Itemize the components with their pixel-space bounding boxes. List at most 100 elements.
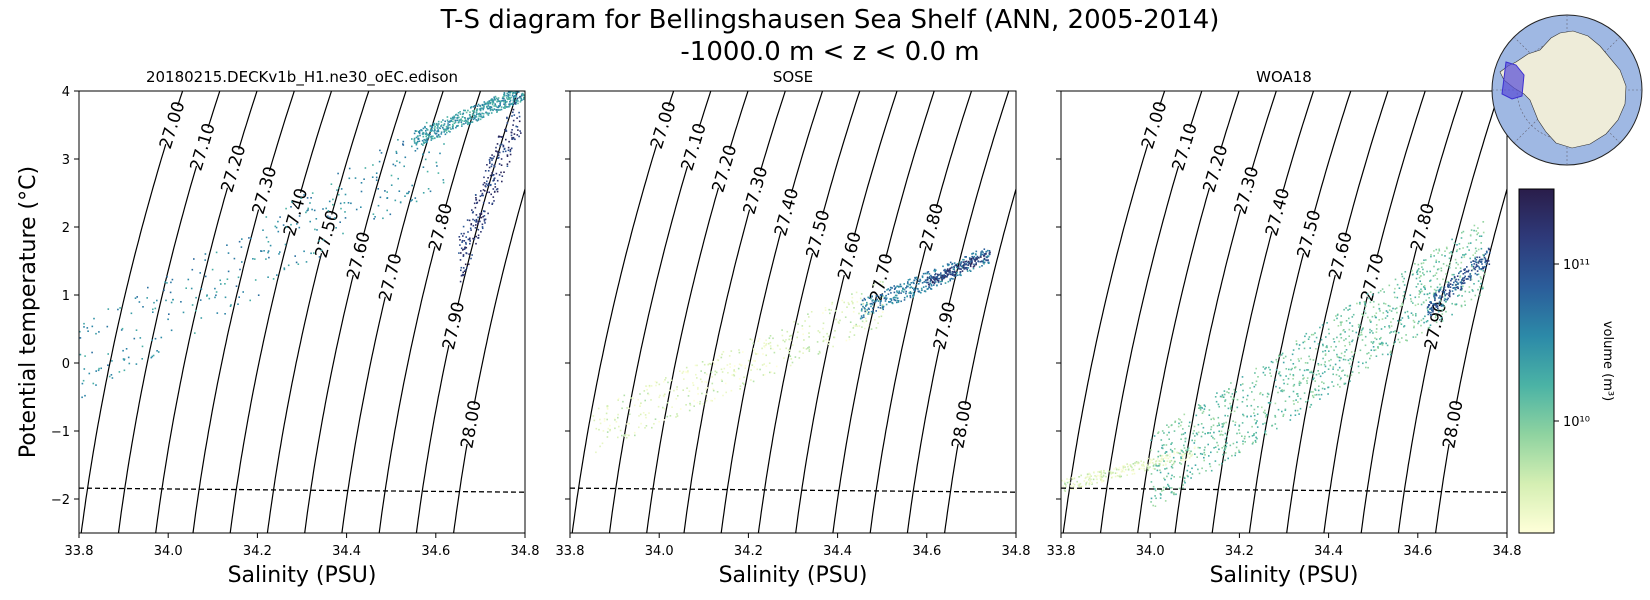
scatter-point	[1311, 371, 1313, 374]
scatter-point	[825, 338, 827, 341]
scatter-point	[1307, 338, 1310, 340]
scatter-point	[721, 380, 723, 382]
scatter-point	[973, 255, 976, 258]
scatter-point	[1351, 359, 1354, 361]
scatter-point	[975, 263, 977, 266]
scatter-point	[1187, 475, 1189, 478]
scatter-point	[1455, 261, 1458, 264]
scatter-point	[1097, 471, 1099, 473]
scatter-point	[1455, 250, 1458, 253]
scatter-point	[1423, 286, 1425, 288]
scatter-point	[1400, 319, 1402, 321]
scatter-point	[1375, 331, 1378, 333]
scatter-point	[504, 150, 507, 153]
scatter-point	[1257, 406, 1259, 408]
scatter-point	[394, 164, 397, 167]
scatter-point	[1118, 475, 1121, 478]
panel-woa18-xlabel: Salinity (PSU)	[1210, 563, 1359, 588]
scatter-point	[419, 134, 421, 137]
scatter-point	[759, 368, 761, 371]
scatter-point	[1448, 257, 1451, 260]
scatter-point	[1096, 475, 1099, 477]
scatter-point	[480, 190, 482, 192]
scatter-point	[418, 130, 421, 132]
scatter-point	[1430, 285, 1432, 288]
scatter-point	[1232, 442, 1235, 445]
scatter-point	[95, 384, 97, 386]
scatter-point	[798, 357, 801, 359]
scatter-point	[887, 288, 889, 290]
scatter-point	[461, 116, 464, 118]
scatter-point	[171, 278, 174, 281]
scatter-point	[1180, 459, 1182, 461]
scatter-point	[488, 202, 490, 204]
x-tick-label: 34.0	[645, 544, 674, 559]
scatter-point	[1338, 340, 1340, 343]
scatter-point	[496, 179, 499, 182]
scatter-point	[880, 315, 883, 318]
scatter-point	[1298, 382, 1301, 385]
scatter-point	[1461, 279, 1463, 281]
scatter-point	[968, 262, 970, 265]
scatter-point	[516, 117, 518, 119]
scatter-point	[737, 367, 740, 370]
scatter-point	[499, 144, 501, 147]
scatter-point	[1161, 454, 1164, 457]
scatter-point	[733, 365, 736, 367]
scatter-point	[364, 167, 367, 169]
scatter-point	[1479, 276, 1482, 278]
scatter-point	[1349, 343, 1351, 346]
scatter-point	[928, 273, 931, 275]
scatter-point	[903, 299, 906, 301]
scatter-point	[501, 175, 504, 177]
scatter-point	[1100, 476, 1103, 478]
scatter-point	[350, 202, 352, 205]
scatter-point	[1184, 481, 1186, 484]
scatter-point	[879, 307, 882, 309]
scatter-point	[849, 321, 852, 323]
panel-sose-scatter	[592, 248, 991, 454]
scatter-point	[1163, 457, 1166, 459]
scatter-point	[1464, 272, 1466, 274]
scatter-point	[1475, 261, 1477, 264]
scatter-point	[644, 399, 646, 402]
scatter-point	[1101, 479, 1104, 481]
scatter-point	[447, 123, 449, 125]
scatter-point	[685, 371, 687, 374]
scatter-point	[123, 369, 126, 372]
scatter-point	[1073, 483, 1076, 486]
scatter-point	[1385, 342, 1387, 345]
scatter-point	[805, 348, 808, 350]
scatter-point	[510, 131, 513, 134]
scatter-point	[913, 289, 915, 291]
scatter-point	[265, 216, 268, 218]
scatter-point	[469, 237, 471, 240]
scatter-point	[283, 267, 286, 269]
scatter-point	[279, 216, 281, 218]
scatter-point	[194, 332, 196, 334]
scatter-point	[470, 223, 473, 225]
scatter-point	[952, 278, 954, 280]
scatter-point	[486, 102, 488, 105]
x-tick-label: 34.8	[1002, 544, 1031, 559]
scatter-point	[1213, 431, 1215, 434]
scatter-point	[1322, 343, 1324, 346]
scatter-point	[1230, 408, 1232, 410]
scatter-point	[1450, 251, 1453, 253]
scatter-point	[1306, 382, 1308, 384]
scatter-point	[1216, 392, 1218, 394]
scatter-point	[473, 114, 475, 117]
scatter-point	[1149, 460, 1152, 463]
scatter-point	[1253, 418, 1256, 421]
scatter-point	[1451, 302, 1453, 305]
isopycnal-27.80	[1360, 91, 1464, 533]
scatter-point	[1475, 259, 1478, 261]
scatter-point	[1276, 360, 1279, 363]
scatter-point	[1069, 485, 1072, 487]
scatter-point	[475, 111, 478, 114]
scatter-point	[495, 188, 498, 191]
scatter-point	[472, 116, 475, 119]
scatter-point	[1155, 464, 1158, 467]
panel-sose-x-axis: 33.8 34.0 34.2 34.4 34.6 34.8	[556, 533, 1031, 559]
scatter-point	[877, 310, 880, 313]
